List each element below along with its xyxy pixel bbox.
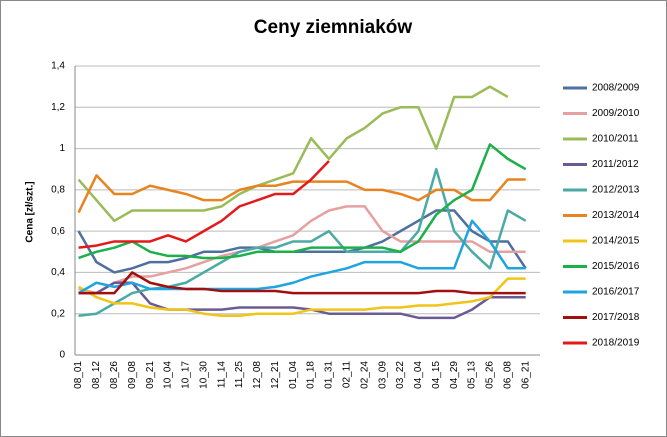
x-tick-label: 04_15 xyxy=(431,361,442,389)
x-tick-label: 02_24 xyxy=(359,361,370,389)
y-tick-label: 0,8 xyxy=(51,184,65,195)
legend-label: 2012/2013 xyxy=(592,185,640,196)
x-tick-label: 04_29 xyxy=(449,361,460,389)
x-tick-label: 03_22 xyxy=(395,361,406,389)
x-tick-label: 01_04 xyxy=(288,361,299,389)
legend-label: 2008/2009 xyxy=(592,83,640,94)
legend-label: 2009/2010 xyxy=(592,108,640,119)
series-line xyxy=(78,271,526,295)
x-tick-label: 09_21 xyxy=(145,361,156,389)
y-tick-label: 1,4 xyxy=(51,61,65,72)
y-axis-label: Cena [zł/szt.] xyxy=(25,181,36,242)
series-line xyxy=(78,143,527,260)
x-tick-label: 05_26 xyxy=(485,361,496,389)
legend-label: 2013/2014 xyxy=(592,210,640,221)
series-line xyxy=(77,209,527,274)
x-tick-label: 12_21 xyxy=(270,361,281,389)
x-tick-label: 09_08 xyxy=(127,361,138,389)
series-line xyxy=(77,219,526,295)
x-tick-label: 06_08 xyxy=(502,361,513,389)
x-tick-label: 05_13 xyxy=(467,361,478,389)
x-tick-label: 10_17 xyxy=(181,361,192,389)
series-line xyxy=(78,281,526,320)
x-tick-label: 11_14 xyxy=(216,361,227,389)
y-tick-label: 1,2 xyxy=(51,102,65,113)
legend-label: 2017/2018 xyxy=(592,312,640,323)
y-tick-label: 0 xyxy=(59,350,65,361)
chart-title: Ceny ziemniaków xyxy=(254,17,413,38)
x-tick-label: 06_21 xyxy=(520,361,531,389)
x-tick-label: 08_01 xyxy=(73,361,84,389)
x-tick-label: 08_12 xyxy=(91,361,102,389)
x-tick-label: 01_31 xyxy=(324,361,335,389)
legend-label: 2014/2015 xyxy=(592,236,640,247)
x-tick-label: 03_09 xyxy=(377,361,388,389)
series-line xyxy=(77,277,526,318)
series-line xyxy=(78,160,330,249)
x-tick-label: 08_26 xyxy=(109,361,120,389)
legend-label: 2016/2017 xyxy=(592,287,640,298)
series-line xyxy=(77,174,526,214)
x-tick-label: 12_08 xyxy=(252,361,263,389)
series-line xyxy=(77,85,509,223)
legend-label: 2010/2011 xyxy=(592,134,639,145)
series-line xyxy=(78,205,526,295)
legend-label: 2015/2016 xyxy=(592,261,640,272)
legend-label: 2011/2012 xyxy=(592,159,639,170)
x-tick-label: 10_30 xyxy=(198,361,209,389)
y-tick-label: 0,2 xyxy=(51,308,65,319)
y-tick-label: 0,4 xyxy=(51,267,65,278)
x-tick-label: 01_18 xyxy=(306,361,317,389)
x-tick-label: 04_04 xyxy=(413,361,424,389)
y-tick-label: 0,6 xyxy=(51,226,65,237)
x-tick-label: 02_11 xyxy=(341,361,352,389)
x-tick-label: 10_04 xyxy=(163,361,174,389)
legend-label: 2018/2019 xyxy=(592,338,640,349)
x-tick-label: 11_25 xyxy=(234,361,245,389)
y-tick-label: 1 xyxy=(59,143,65,154)
